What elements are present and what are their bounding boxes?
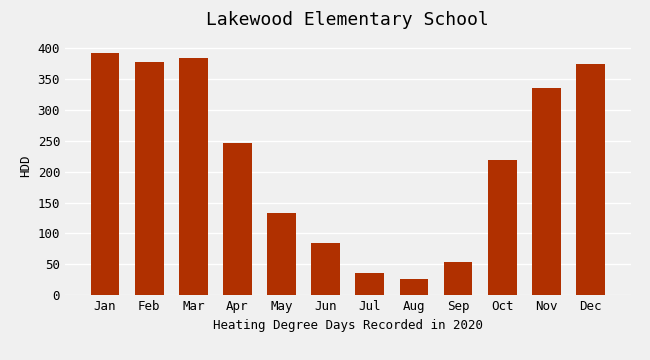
Bar	[488, 160, 517, 295]
Title: Lakewood Elementary School: Lakewood Elementary School	[207, 11, 489, 29]
X-axis label: Heating Degree Days Recorded in 2020: Heating Degree Days Recorded in 2020	[213, 319, 483, 332]
Bar	[532, 88, 561, 295]
Bar	[444, 262, 473, 295]
Bar	[356, 273, 384, 295]
Bar	[576, 64, 604, 295]
Y-axis label: HDD: HDD	[19, 154, 32, 177]
Bar	[311, 243, 340, 295]
Bar	[267, 212, 296, 295]
Bar	[91, 53, 120, 295]
Bar	[135, 62, 164, 295]
Bar	[223, 143, 252, 295]
Bar	[400, 279, 428, 295]
Bar	[179, 58, 207, 295]
